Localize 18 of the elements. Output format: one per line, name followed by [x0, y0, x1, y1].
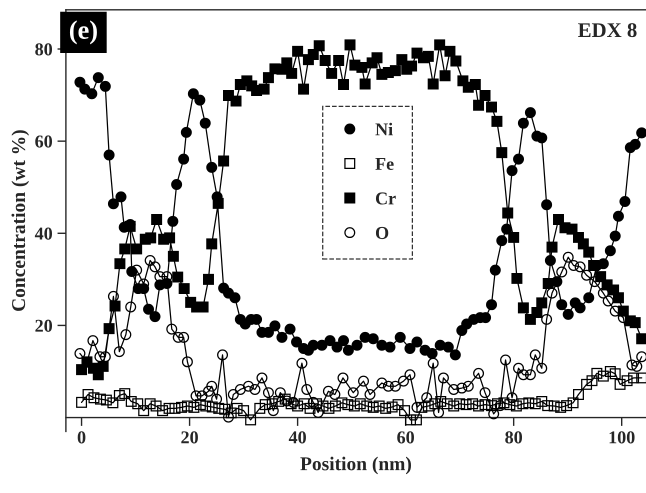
legend-label: Ni	[375, 122, 393, 136]
y-axis-title: Concentration (wt %)	[11, 130, 30, 311]
y-tick-label: 40	[34, 228, 52, 240]
x-tick-label: 20	[181, 431, 198, 444]
x-axis-title: Position (nm)	[300, 456, 411, 474]
y-tick-label: 20	[35, 320, 52, 332]
x-tick-label: 40	[288, 431, 306, 444]
x-tick-label: 0	[78, 431, 86, 444]
legend-label: O	[376, 226, 388, 240]
legend-label: Fe	[375, 158, 394, 170]
annotation: EDX 8	[578, 23, 637, 38]
legend-label: Cr	[376, 192, 396, 205]
y-tick-label: 60	[35, 135, 52, 148]
annotation: (e)	[70, 20, 97, 44]
x-tick-label: 100	[610, 431, 635, 444]
y-tick-label: 80	[35, 43, 52, 56]
x-tick-label: 80	[505, 431, 522, 444]
x-tick-label: 60	[397, 431, 414, 444]
